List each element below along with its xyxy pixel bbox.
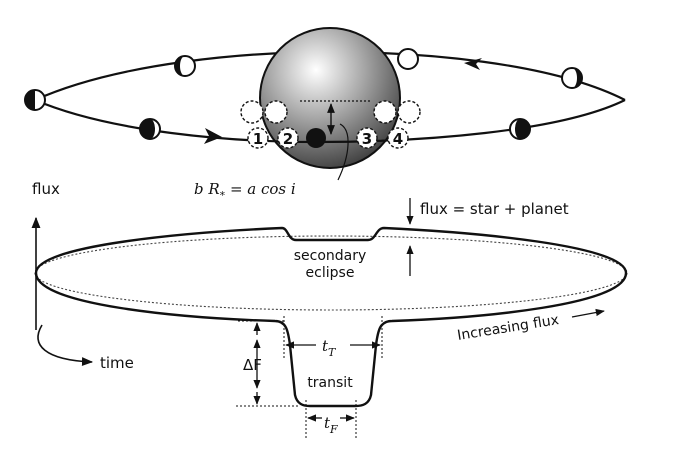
- orbit-arrow-front: [204, 128, 222, 144]
- flux-eq-label: flux = star + planet: [420, 200, 569, 218]
- deltaF-label: ΔF: [243, 356, 262, 374]
- contact-planet-1: [247, 127, 269, 149]
- contact-label-3: 3: [362, 130, 372, 148]
- tF-label: tF: [324, 414, 338, 436]
- time-axis-label: time: [100, 354, 134, 372]
- secondary-eclipse-label-1: secondary: [294, 248, 367, 264]
- transiting-planet: [306, 128, 326, 148]
- contact-label-4: 4: [393, 130, 403, 148]
- contact-planet-2: [277, 127, 299, 149]
- transit-label: transit: [307, 375, 353, 391]
- planet-phase-lower-left: [139, 118, 161, 140]
- ghost-planet-2: [264, 100, 288, 124]
- orbit-arrow-back: [464, 58, 482, 70]
- lightcurve-secondary: [34, 226, 628, 274]
- planet-phase-lower-right: [509, 118, 531, 140]
- contact-label-2: 2: [283, 130, 293, 148]
- planet-phase-left-full: [24, 89, 46, 111]
- contact-label-1: 1: [253, 130, 263, 148]
- ghost-planet-1: [240, 100, 264, 124]
- time-axis: [37, 324, 94, 367]
- contact-planet-3: [356, 127, 378, 149]
- lightcurve-transit: [34, 272, 628, 408]
- impact-leader: [337, 123, 349, 181]
- contact-planet-4: [387, 127, 409, 149]
- secondary-eclipse-label-2: eclipse: [306, 265, 355, 281]
- star: [259, 27, 401, 169]
- flux-axis-label: flux: [32, 180, 60, 198]
- impact-label: b R* = a cos i: [194, 180, 296, 202]
- ghost-planet-3: [373, 100, 397, 124]
- planet-full-behind: [397, 48, 419, 70]
- ghost-planet-4: [397, 100, 421, 124]
- increasing-flux-arrow: [571, 308, 605, 318]
- planet-phase-upper-right: [561, 67, 583, 89]
- tT-label: tT: [322, 337, 337, 359]
- planet-phase-upper-left: [174, 55, 196, 77]
